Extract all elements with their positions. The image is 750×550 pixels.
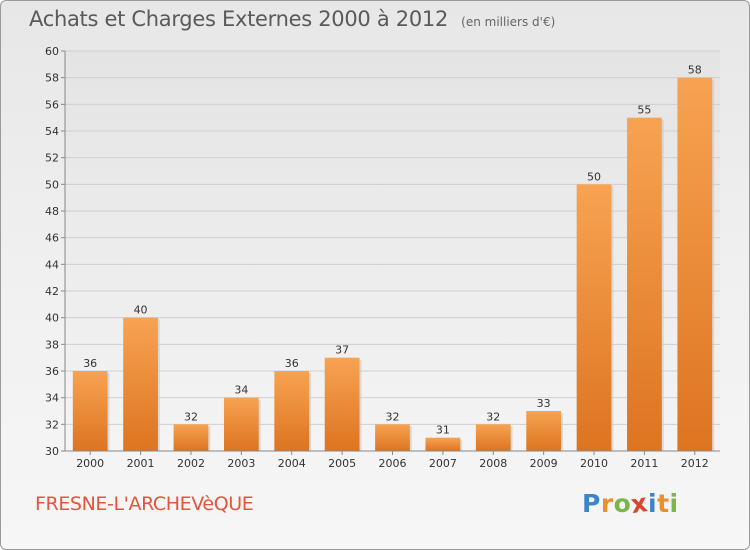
logo-letter: x	[629, 487, 650, 520]
y-tick-label: 40	[45, 312, 59, 325]
x-tick-label: 2009	[530, 457, 558, 470]
x-tick-label: 2012	[681, 457, 709, 470]
y-tick-label: 48	[45, 205, 59, 218]
x-tick-label: 2008	[479, 457, 507, 470]
bar-value-label: 37	[335, 344, 349, 357]
x-tick-label: 2003	[227, 457, 255, 470]
bar-value-label: 31	[436, 424, 450, 437]
bar	[173, 424, 209, 451]
bars: 36 40 32 34 36 37 32 31 32 33 50 55 58	[72, 64, 715, 452]
chart-subtitle: (en milliers d'€)	[461, 15, 556, 29]
bar	[425, 437, 461, 451]
bar	[72, 371, 108, 451]
logo-letter: P	[582, 489, 601, 518]
plot-background	[65, 51, 720, 451]
bar-value-label: 50	[587, 170, 601, 183]
chart-header: Achats et Charges Externes 2000 à 2012 (…	[29, 7, 555, 31]
proxiti-logo: Proxiti	[582, 487, 679, 520]
bar-value-label: 36	[285, 357, 299, 370]
bar	[223, 397, 259, 451]
y-tick-label: 60	[45, 45, 59, 58]
bar-value-label: 32	[486, 410, 500, 423]
logo-letter: t	[657, 489, 670, 518]
logo-letter: i	[669, 489, 679, 518]
y-tick-label: 38	[45, 338, 59, 351]
bar	[375, 424, 410, 451]
x-tick-label: 2000	[76, 457, 104, 470]
bar-value-label: 32	[184, 410, 198, 423]
y-tick-label: 42	[45, 285, 59, 298]
y-tick-label: 56	[45, 98, 59, 111]
y-tick-label: 44	[45, 258, 59, 271]
x-tick-label: 2002	[177, 457, 205, 470]
y-tick-label: 36	[45, 365, 59, 378]
bar-value-label: 34	[234, 384, 248, 397]
logo-letter: o	[613, 489, 632, 518]
x-tick-label: 2011	[630, 457, 658, 470]
bar	[627, 117, 662, 452]
bar	[677, 77, 713, 452]
bar-value-label: 58	[688, 64, 702, 77]
axes: 30 32 34 36 38 40 42 44 46 48 50 52 54 56 58 60 2000 2001…	[45, 45, 720, 470]
bar	[274, 371, 310, 451]
bar	[475, 424, 511, 451]
chart-title: Achats et Charges Externes 2000 à 2012	[29, 7, 449, 31]
bar	[526, 411, 562, 451]
x-tick-label: 2001	[127, 457, 155, 470]
y-tick-label: 46	[45, 232, 59, 245]
commune-name: FRESNE-L'ARCHEVèQUE	[35, 493, 254, 515]
x-tick-label: 2004	[278, 457, 306, 470]
x-tick-label: 2010	[580, 457, 608, 470]
y-tick-label: 52	[45, 152, 59, 165]
x-tick-label: 2007	[429, 457, 457, 470]
y-tick-label: 32	[45, 418, 59, 431]
y-tick-label: 54	[45, 125, 59, 138]
y-tick-label: 34	[45, 392, 59, 405]
x-tick-label: 2005	[328, 457, 356, 470]
bar-value-label: 36	[83, 357, 97, 370]
bar	[123, 317, 158, 451]
bar	[576, 184, 612, 452]
bar-value-label: 32	[386, 410, 400, 423]
y-tick-label: 50	[45, 178, 59, 191]
bar-value-label: 40	[134, 304, 148, 317]
y-tick-label: 58	[45, 72, 59, 85]
bar	[324, 357, 360, 451]
logo-letter: i	[648, 489, 658, 518]
bar-value-label: 33	[537, 397, 551, 410]
logo-letter: r	[600, 489, 614, 518]
bar-value-label: 55	[637, 104, 651, 117]
x-tick-label: 2006	[379, 457, 407, 470]
plot-area	[65, 51, 720, 451]
y-tick-label: 30	[45, 445, 59, 458]
